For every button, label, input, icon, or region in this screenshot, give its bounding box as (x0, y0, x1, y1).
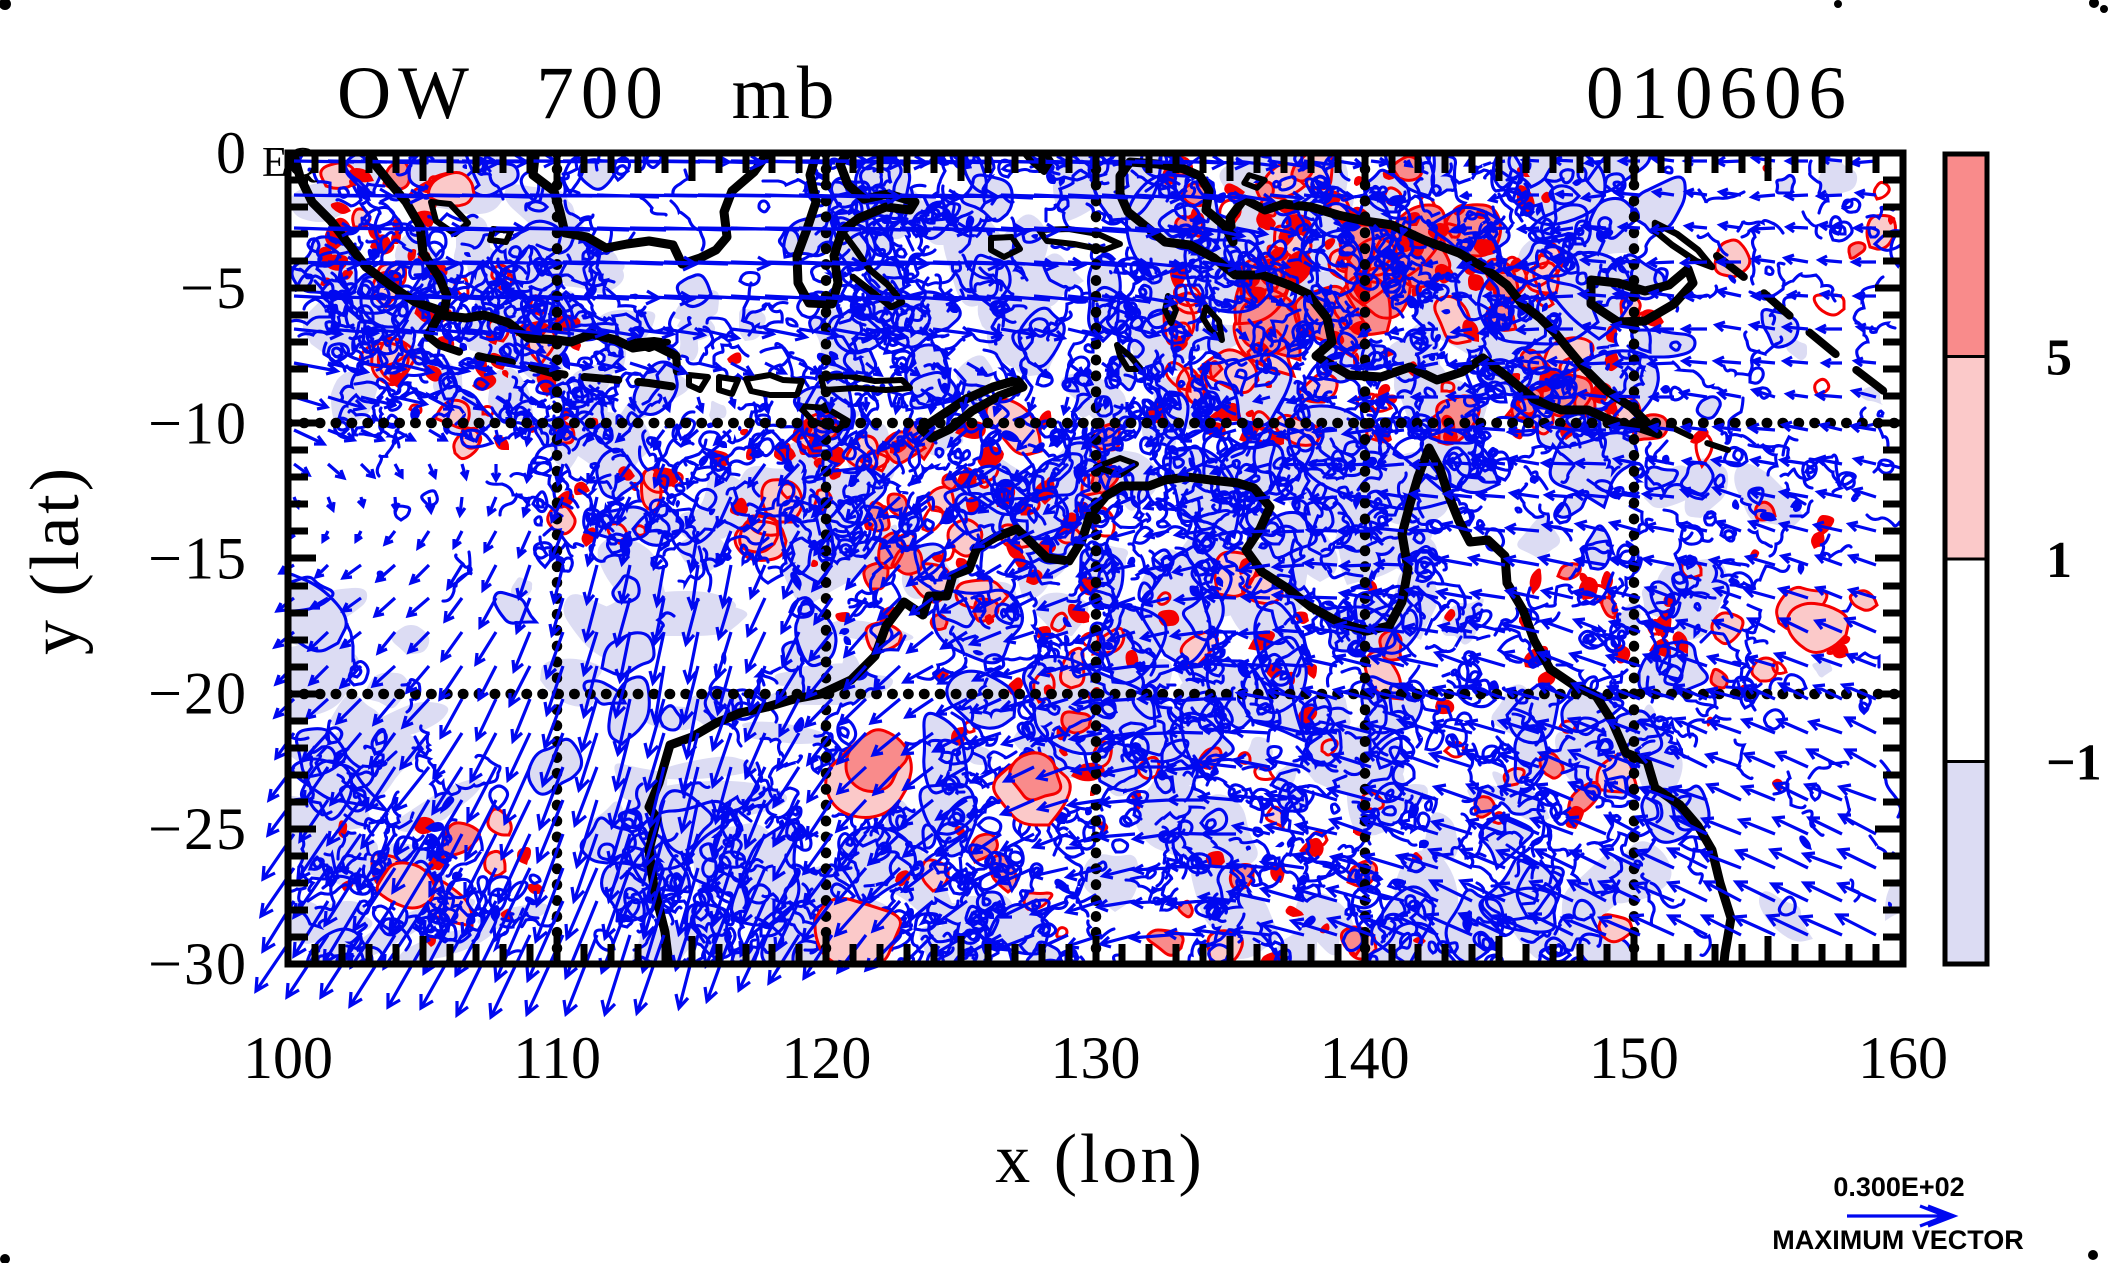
svg-text:130: 130 (1051, 1025, 1141, 1091)
svg-text:150: 150 (1589, 1025, 1679, 1091)
svg-text:−20: −20 (148, 661, 248, 727)
svg-text:−5: −5 (180, 255, 248, 321)
svg-text:5: 5 (2046, 330, 2072, 387)
svg-text:x (lon): x (lon) (995, 1121, 1205, 1198)
svg-text:−30: −30 (148, 931, 248, 997)
svg-text:1: 1 (2046, 532, 2072, 589)
svg-text:100: 100 (243, 1025, 333, 1091)
svg-text:y (lat): y (lat) (17, 465, 94, 655)
svg-text:EQ: EQ (262, 140, 318, 186)
svg-text:0.300E+02: 0.300E+02 (1833, 1172, 1964, 1202)
svg-text:0: 0 (216, 120, 248, 186)
svg-text:−10: −10 (148, 390, 248, 456)
svg-text:160: 160 (1858, 1025, 1948, 1091)
svg-text:OW 700 mb: OW 700 mb (337, 52, 841, 135)
svg-text:−25: −25 (148, 796, 248, 862)
svg-text:120: 120 (781, 1025, 871, 1091)
svg-text:010606: 010606 (1586, 52, 1853, 135)
svg-text:110: 110 (513, 1025, 601, 1091)
svg-text:MAXIMUM VECTOR: MAXIMUM VECTOR (1772, 1225, 2024, 1255)
svg-text:−15: −15 (148, 526, 248, 592)
svg-text:140: 140 (1320, 1025, 1410, 1091)
svg-text:−1: −1 (2046, 735, 2102, 792)
